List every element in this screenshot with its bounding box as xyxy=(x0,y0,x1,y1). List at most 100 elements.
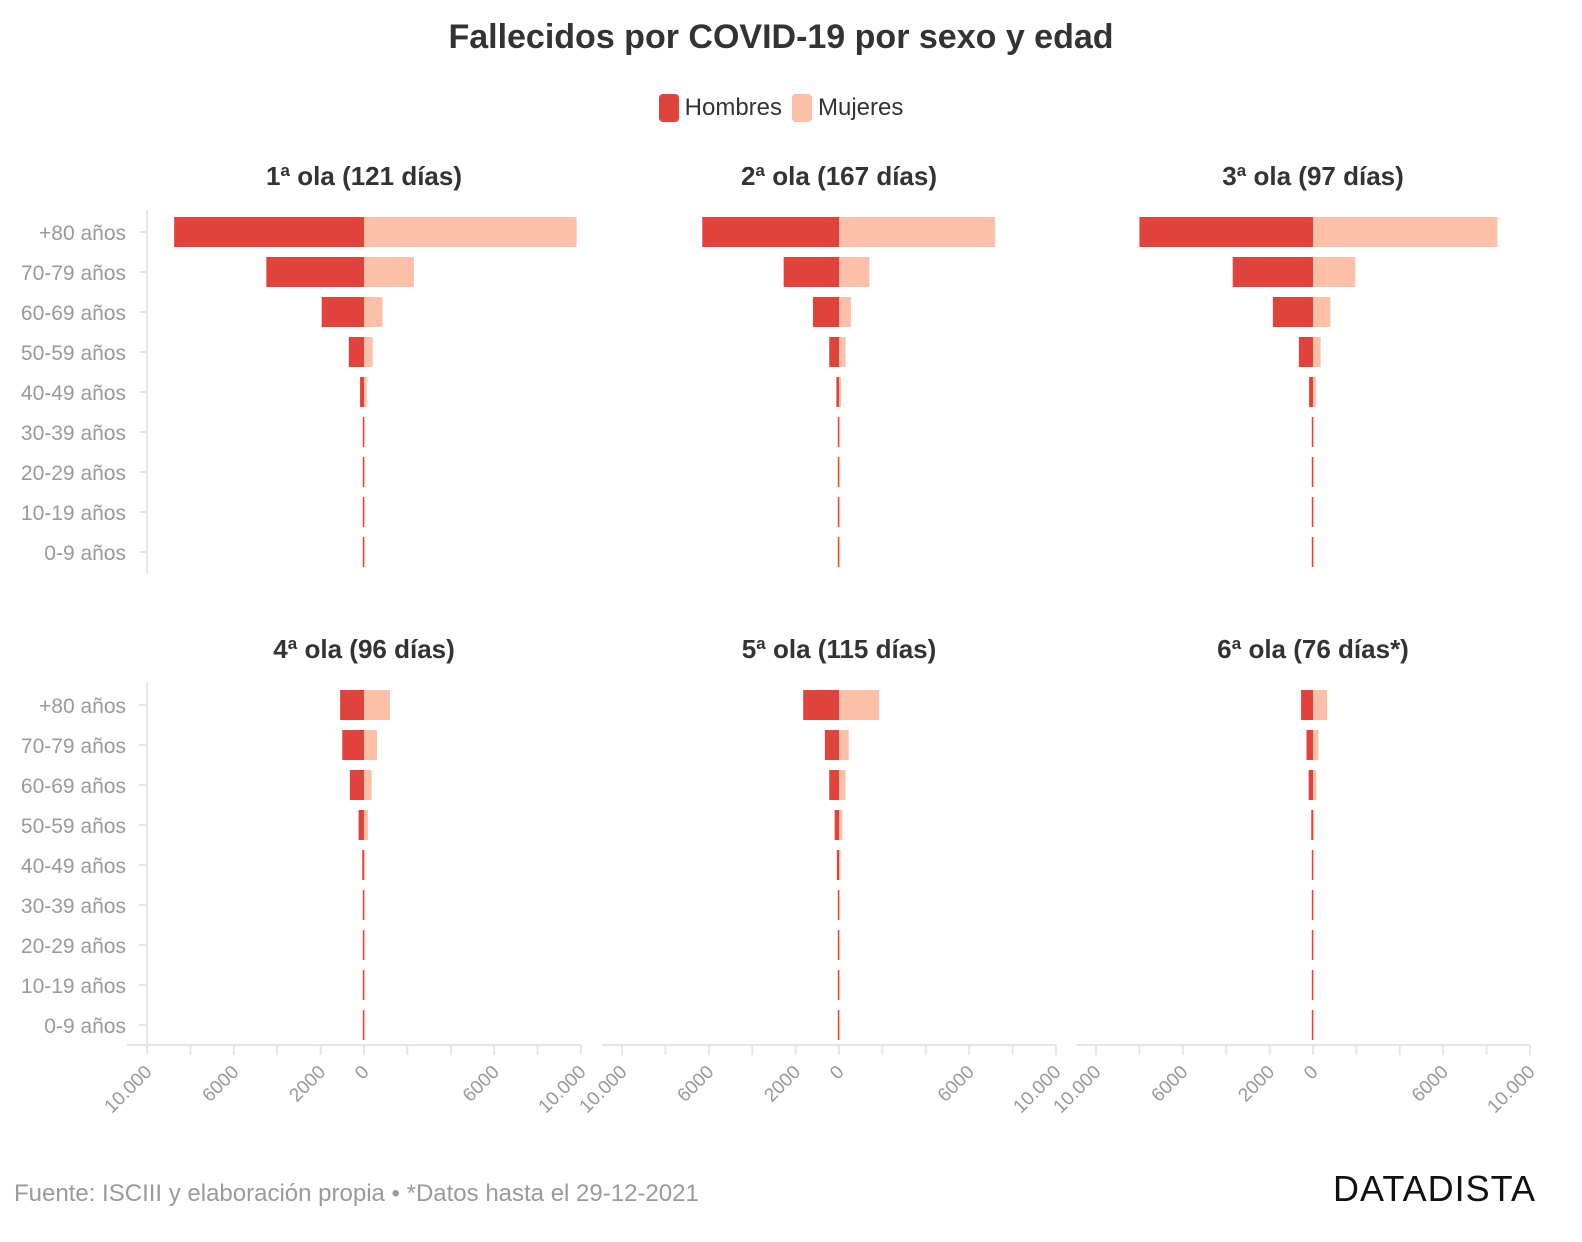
bar-women[interactable] xyxy=(839,850,841,880)
bar-women[interactable] xyxy=(364,457,366,487)
bar-men[interactable] xyxy=(360,377,364,407)
bar-men[interactable] xyxy=(362,970,364,1000)
bar-women[interactable] xyxy=(364,690,391,720)
bar-men[interactable] xyxy=(824,730,839,760)
bar-women[interactable] xyxy=(839,417,841,447)
bar-men[interactable] xyxy=(1301,690,1313,720)
bar-men[interactable] xyxy=(836,850,839,880)
bar-women[interactable] xyxy=(839,377,842,407)
bar-men[interactable] xyxy=(837,537,839,567)
bar-men[interactable] xyxy=(362,850,364,880)
bar-women[interactable] xyxy=(1313,690,1328,720)
bar-men[interactable] xyxy=(834,810,839,840)
bar-women[interactable] xyxy=(839,970,841,1000)
bar-women[interactable] xyxy=(1313,1010,1315,1040)
bar-men[interactable] xyxy=(812,297,839,327)
bar-men[interactable] xyxy=(1311,930,1313,960)
bar-men[interactable] xyxy=(1311,497,1313,527)
bar-men[interactable] xyxy=(836,377,839,407)
bar-women[interactable] xyxy=(839,497,841,527)
bar-women[interactable] xyxy=(364,890,366,920)
bar-men[interactable] xyxy=(362,930,364,960)
bar-women[interactable] xyxy=(1313,890,1315,920)
bar-women[interactable] xyxy=(839,770,846,800)
bar-men[interactable] xyxy=(1311,417,1313,447)
bar-women[interactable] xyxy=(364,930,366,960)
bar-women[interactable] xyxy=(1313,497,1315,527)
bar-women[interactable] xyxy=(1313,377,1316,407)
bar-women[interactable] xyxy=(839,890,841,920)
bar-men[interactable] xyxy=(362,457,364,487)
bar-women[interactable] xyxy=(839,337,846,367)
bar-women[interactable] xyxy=(1313,850,1315,880)
bar-women[interactable] xyxy=(364,257,414,287)
bar-men[interactable] xyxy=(829,770,839,800)
bar-men[interactable] xyxy=(837,970,839,1000)
bar-men[interactable] xyxy=(1232,257,1313,287)
bar-men[interactable] xyxy=(837,930,839,960)
bar-men[interactable] xyxy=(1306,730,1313,760)
bar-men[interactable] xyxy=(1311,890,1313,920)
bar-women[interactable] xyxy=(1313,970,1315,1000)
bar-men[interactable] xyxy=(1311,1010,1313,1040)
bar-women[interactable] xyxy=(364,537,366,567)
bar-women[interactable] xyxy=(839,1010,841,1040)
bar-men[interactable] xyxy=(358,810,364,840)
bar-women[interactable] xyxy=(364,297,383,327)
bar-women[interactable] xyxy=(1313,297,1331,327)
bar-men[interactable] xyxy=(362,1010,364,1040)
bar-men[interactable] xyxy=(1272,297,1313,327)
bar-men[interactable] xyxy=(174,217,364,247)
bar-men[interactable] xyxy=(829,337,839,367)
bar-women[interactable] xyxy=(1313,337,1321,367)
legend-item-men[interactable]: Hombres xyxy=(658,94,782,122)
bar-men[interactable] xyxy=(837,497,839,527)
bar-men[interactable] xyxy=(837,417,839,447)
bar-women[interactable] xyxy=(839,930,841,960)
bar-women[interactable] xyxy=(839,537,841,567)
bar-women[interactable] xyxy=(364,730,378,760)
bar-men[interactable] xyxy=(342,730,364,760)
bar-men[interactable] xyxy=(348,337,364,367)
bar-women[interactable] xyxy=(364,810,368,840)
bar-women[interactable] xyxy=(364,217,577,247)
bar-women[interactable] xyxy=(839,690,880,720)
bar-women[interactable] xyxy=(364,1010,366,1040)
bar-women[interactable] xyxy=(364,377,367,407)
bar-men[interactable] xyxy=(340,690,364,720)
bar-women[interactable] xyxy=(1313,810,1315,840)
bar-women[interactable] xyxy=(364,770,372,800)
bar-men[interactable] xyxy=(1311,850,1313,880)
bar-men[interactable] xyxy=(1308,770,1313,800)
bar-women[interactable] xyxy=(839,257,870,287)
bar-women[interactable] xyxy=(839,810,843,840)
bar-women[interactable] xyxy=(1313,770,1317,800)
bar-men[interactable] xyxy=(1311,457,1313,487)
bar-men[interactable] xyxy=(783,257,839,287)
bar-men[interactable] xyxy=(321,297,364,327)
bar-women[interactable] xyxy=(839,457,841,487)
bar-women[interactable] xyxy=(1313,537,1315,567)
bar-men[interactable] xyxy=(1139,217,1313,247)
bar-women[interactable] xyxy=(364,497,366,527)
bar-men[interactable] xyxy=(362,417,364,447)
bar-men[interactable] xyxy=(362,537,364,567)
bar-women[interactable] xyxy=(364,970,366,1000)
bar-men[interactable] xyxy=(1311,970,1313,1000)
bar-women[interactable] xyxy=(1313,417,1315,447)
bar-men[interactable] xyxy=(1309,377,1313,407)
legend-item-women[interactable]: Mujeres xyxy=(792,94,903,122)
bar-men[interactable] xyxy=(803,690,839,720)
bar-men[interactable] xyxy=(362,890,364,920)
bar-men[interactable] xyxy=(266,257,364,287)
bar-men[interactable] xyxy=(837,890,839,920)
bar-women[interactable] xyxy=(1313,217,1498,247)
bar-women[interactable] xyxy=(364,417,366,447)
bar-men[interactable] xyxy=(837,457,839,487)
bar-women[interactable] xyxy=(839,217,996,247)
bar-men[interactable] xyxy=(362,497,364,527)
bar-women[interactable] xyxy=(364,337,373,367)
bar-men[interactable] xyxy=(702,217,839,247)
bar-women[interactable] xyxy=(1313,457,1315,487)
bar-women[interactable] xyxy=(839,297,851,327)
